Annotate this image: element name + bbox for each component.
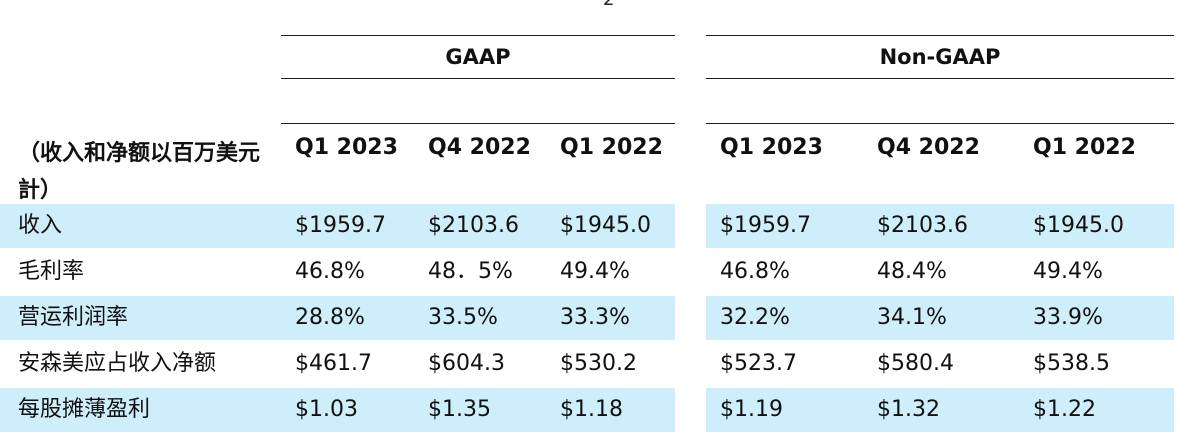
row-label: 毛利率: [18, 259, 85, 284]
row-net-income: 安森美应占收入净额 $461.7 $604.3 $530.2 $523.7 $580.4 $…: [0, 342, 1182, 386]
table-cell: 33.9%: [1033, 305, 1103, 330]
table-cell: $1.18: [560, 397, 623, 422]
table-cell: $604.3: [428, 351, 505, 376]
page-number: 2: [603, 0, 614, 9]
table-cell: $1.22: [1033, 397, 1096, 422]
gaap-mid-rule: [281, 78, 675, 79]
row-operating-margin: 营运利润率 28.8% 33.5% 33.3% 32.2% 34.1% 33.9%: [0, 296, 1182, 340]
non-gaap-top-rule: [706, 35, 1174, 36]
row-shading-right: [706, 204, 1174, 248]
row-shading-left: [0, 204, 675, 248]
row-diluted-eps: 每股摊薄盈利 $1.03 $1.35 $1.18 $1.19 $1.32 $1.22: [0, 388, 1182, 432]
table-cell: $1.03: [295, 397, 358, 422]
table-cell: 33.3%: [560, 305, 630, 330]
table-cell: $461.7: [295, 351, 372, 376]
table-cell: 48.4%: [877, 259, 947, 284]
gaap-group-label: GAAP: [445, 45, 511, 69]
col-nongaap-q4-2022: Q4 2022: [877, 135, 980, 160]
table-cell: $530.2: [560, 351, 637, 376]
gaap-column-rule: [281, 123, 675, 124]
row-label: 营运利润率: [18, 305, 129, 330]
row-label: 安森美应占收入净额: [18, 351, 217, 376]
col-gaap-q1-2022: Q1 2022: [560, 135, 663, 160]
col-nongaap-q1-2022: Q1 2022: [1033, 135, 1136, 160]
table-cell: 49.4%: [560, 259, 630, 284]
table-cell: $1.32: [877, 397, 940, 422]
table-cell: $1945.0: [1033, 213, 1124, 238]
row-shading-left: [0, 296, 675, 340]
table-cell: 46.8%: [720, 259, 790, 284]
table-cell: $523.7: [720, 351, 797, 376]
row-label: 收入: [18, 213, 63, 238]
table-cell: 28.8%: [295, 305, 365, 330]
table-cell: 48．5%: [428, 259, 513, 284]
non-gaap-mid-rule: [706, 78, 1174, 79]
table-cell: $2103.6: [877, 213, 968, 238]
non-gaap-column-rule: [706, 123, 1174, 124]
table-cell: $2103.6: [428, 213, 519, 238]
row-label: 每股摊薄盈利: [18, 397, 151, 422]
row-gross-margin: 毛利率 46.8% 48．5% 49.4% 46.8% 48.4% 49.4%: [0, 250, 1182, 294]
col-nongaap-q1-2023: Q1 2023: [720, 135, 823, 160]
table-cell: $580.4: [877, 351, 954, 376]
table-cell: 49.4%: [1033, 259, 1103, 284]
table-cell: $1.19: [720, 397, 783, 422]
row-shading-right: [706, 388, 1174, 432]
col-gaap-q4-2022: Q4 2022: [428, 135, 531, 160]
gaap-top-rule: [281, 35, 675, 36]
table-cell: $1.35: [428, 397, 491, 422]
table-cell: $1945.0: [560, 213, 651, 238]
non-gaap-group-label: Non-GAAP: [879, 45, 1001, 69]
table-cell: 34.1%: [877, 305, 947, 330]
col-gaap-q1-2023: Q1 2023: [295, 135, 398, 160]
units-note: （收入和净额以百万美元計）: [18, 141, 261, 203]
table-cell: $1959.7: [295, 213, 386, 238]
row-revenue: 收入 $1959.7 $2103.6 $1945.0 $1959.7 $2103.6 $19…: [0, 204, 1182, 248]
row-shading-right: [706, 296, 1174, 340]
table-cell: 46.8%: [295, 259, 365, 284]
table-cell: 33.5%: [428, 305, 498, 330]
row-shading-left: [0, 388, 675, 432]
table-cell: $1959.7: [720, 213, 811, 238]
table-cell: $538.5: [1033, 351, 1110, 376]
table-cell: 32.2%: [720, 305, 790, 330]
